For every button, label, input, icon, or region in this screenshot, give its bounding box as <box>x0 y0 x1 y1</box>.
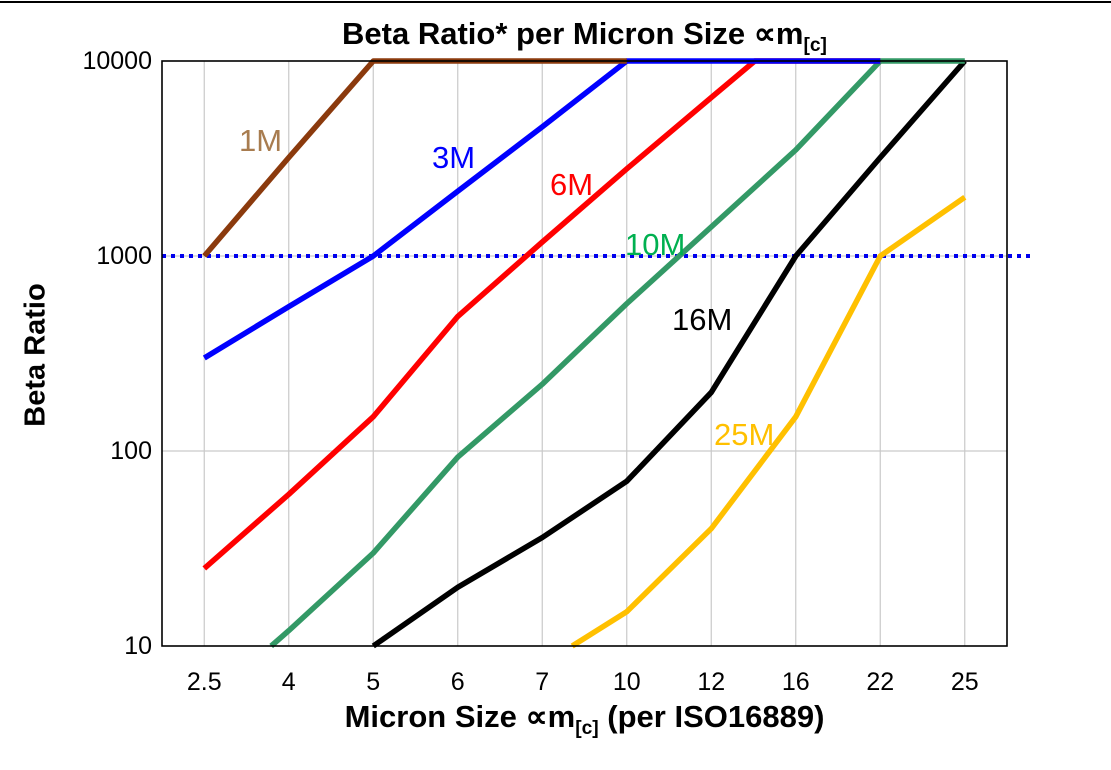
x-axis-title: Micron Size ∝m[c] (per ISO16889) <box>162 699 1007 740</box>
series-line-16m <box>371 59 967 649</box>
chart-title-subscript: [c] <box>803 35 827 57</box>
series-line-10m <box>269 58 965 649</box>
x-axis-title-suffix: (per ISO16889) <box>598 699 825 734</box>
y-axis-title: Beta Ratio <box>19 283 52 427</box>
x-axis-title-text: Micron Size <box>344 699 526 734</box>
x-axis-title-subscript: [c] <box>575 718 599 740</box>
chart-title-text: Beta Ratio* per Micron Size <box>342 16 754 51</box>
plot-frame <box>161 60 1008 647</box>
top-border-line <box>0 1 1111 3</box>
series-line-25m <box>570 195 967 649</box>
proportional-symbol: ∝m <box>753 16 804 51</box>
chart-title: Beta Ratio* per Micron Size ∝m[c] <box>162 16 1007 57</box>
x-axis-proportional-symbol: ∝m <box>525 699 576 734</box>
